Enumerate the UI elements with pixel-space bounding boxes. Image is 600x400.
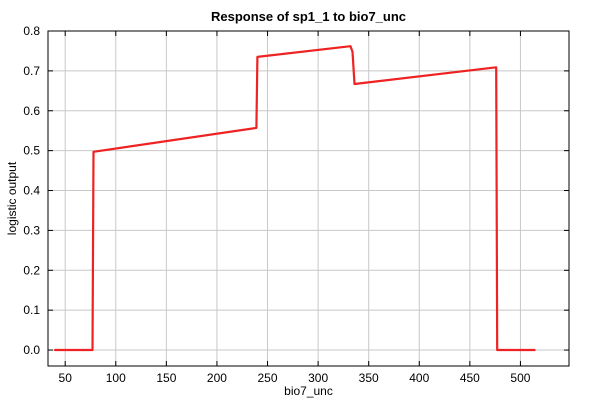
y-axis-label: logistic output [5, 161, 19, 235]
x-axis-label: bio7_unc [284, 384, 333, 398]
grid-layer [48, 30, 569, 366]
x-tick-label: 350 [359, 371, 379, 385]
x-tick-label: 450 [460, 371, 480, 385]
y-tick-label: 0.8 [23, 24, 40, 38]
y-tick-label: 0.4 [23, 184, 40, 198]
ticks-layer: 50 100 150 200 250 300 350 400 450 500 0.0 0.1 0.2 0.… [23, 24, 569, 385]
x-tick-label: 150 [156, 371, 176, 385]
series-layer [53, 45, 536, 352]
chart-title: Response of sp1_1 to bio7_unc [211, 9, 406, 24]
y-tick-label: 0.0 [23, 343, 40, 357]
x-tick-label: 100 [106, 371, 126, 385]
x-tick-label: 200 [207, 371, 227, 385]
y-tick-label: 0.7 [23, 64, 40, 78]
x-tick-label: 250 [258, 371, 278, 385]
y-tick-label: 0.6 [23, 104, 40, 118]
x-tick-label: 400 [409, 371, 429, 385]
series-line [53, 45, 536, 352]
x-tick-label: 50 [59, 371, 73, 385]
y-tick-label: 0.3 [23, 223, 40, 237]
plot-frame [47, 30, 570, 367]
y-tick-label: 0.1 [23, 303, 40, 317]
y-tick-label: 0.2 [23, 263, 40, 277]
x-tick-label: 300 [308, 371, 328, 385]
y-tick-label: 0.5 [23, 144, 40, 158]
x-tick-label: 500 [510, 371, 530, 385]
